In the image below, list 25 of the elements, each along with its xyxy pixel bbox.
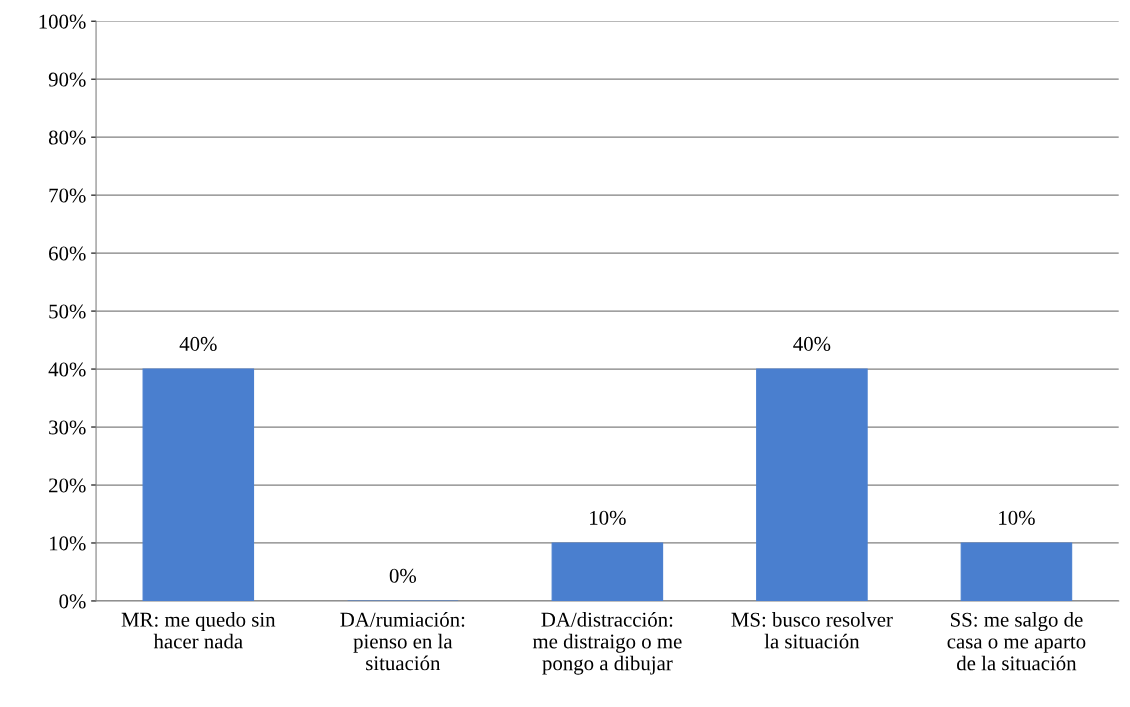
y-tick-label: 100% [39,14,86,29]
data-label: 0% [389,568,417,583]
bar [142,368,255,601]
x-tick-label: SS: me salgo de casa o me aparto de la situación [947,612,1086,671]
data-label: 40% [793,336,831,351]
x-tick-label: DA/distracción: me distraigo o me pongo a dibujar [532,612,682,675]
y-tick-label: 80% [48,130,86,145]
y-tick-label: 50% [49,304,86,319]
y-tick-label: 60% [49,246,86,261]
y-tick-label: 30% [49,420,86,435]
y-tick-label: 10% [49,536,86,551]
x-tick-label: DA/rumiación: pienso en la situación [340,612,465,671]
y-tick-label: 20% [49,478,86,493]
data-label: 40% [179,336,217,351]
y-tick-label: 40% [48,362,86,377]
data-label: 10% [999,510,1035,525]
data-label: 10% [590,510,626,525]
y-tick-label: 70% [49,188,86,203]
x-tick-label: MR: me quedo sin hacer nada [121,612,276,649]
bar [756,368,868,601]
bar [960,542,1073,601]
x-tick-label: MS: busco resolver la situación [731,612,893,649]
bar [551,542,664,601]
y-tick-label: 0% [59,594,86,609]
y-tick-label: 90% [48,72,86,87]
